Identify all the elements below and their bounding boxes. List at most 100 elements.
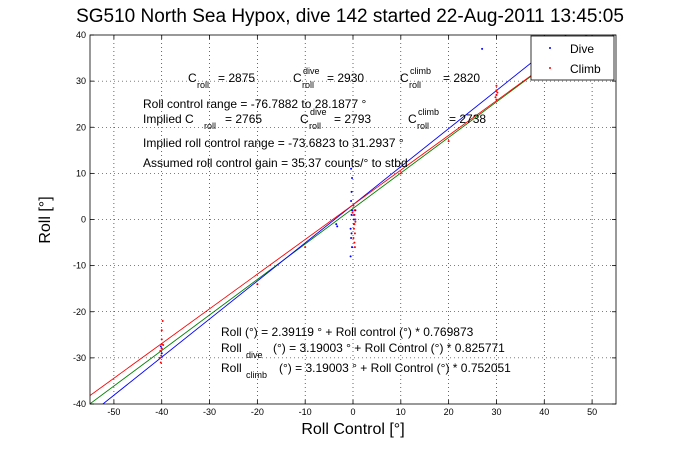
climb-point (495, 93, 498, 96)
climb-point (447, 140, 450, 143)
ann-eq-dive-a: Roll (221, 341, 242, 355)
dive-point (350, 167, 353, 170)
dive-point (481, 47, 484, 50)
dive-point (350, 200, 353, 203)
y-tick-label: -40 (73, 399, 86, 409)
ann-control-range: Roll control range = -76.7882 to 28.1877… (143, 97, 366, 111)
plot-area-frame (89, 34, 617, 405)
x-tick-label: 10 (396, 407, 406, 417)
y-tick-label: -20 (73, 307, 86, 317)
dive-point (352, 218, 355, 221)
dive-point (159, 345, 162, 348)
climb-point (352, 213, 355, 216)
ann-c-climb-sub: roll (409, 80, 421, 90)
climb-point (160, 354, 163, 357)
climb-point (304, 246, 307, 249)
dive-point (350, 190, 353, 193)
ann-c-climb-val: = 2820 (443, 71, 480, 85)
legend-dive-label: Dive (570, 42, 594, 56)
ann-c-dive-sup: dive (303, 66, 320, 76)
ann-impl-climb-sub: roll (417, 121, 429, 131)
x-tick-label: 30 (491, 407, 501, 417)
legend-box (530, 35, 615, 81)
legend-climb-label: Climb (570, 62, 601, 76)
climb-point (353, 241, 356, 244)
climb-point (159, 349, 162, 352)
y-tick-label: 20 (76, 122, 86, 132)
climb-point (161, 319, 164, 322)
x-tick-label: -30 (203, 407, 216, 417)
climb-point (256, 283, 259, 286)
climb-point (352, 227, 355, 230)
ann-c-dive: C (293, 71, 302, 85)
ann-c-roll-val: = 2875 (218, 71, 255, 85)
climb-point (353, 232, 356, 235)
ann-c-dive-val: = 2930 (327, 71, 364, 85)
fit-line-roll (90, 35, 588, 404)
climb-point (399, 172, 402, 175)
climb-point (158, 356, 161, 359)
climb-point (353, 223, 356, 226)
y-tick-label: 0 (81, 215, 86, 225)
climb-point (159, 361, 162, 364)
y-tick-label: 30 (76, 76, 86, 86)
ann-implied-c-sub: roll (204, 121, 216, 131)
climb-point (496, 91, 499, 94)
dive-point (335, 223, 338, 226)
ann-implied-c-val: = 2765 (225, 112, 262, 126)
climb-point (160, 338, 163, 341)
ann-impl-climb-sup: climb (418, 107, 439, 117)
climb-point (353, 246, 356, 249)
climb-point (351, 211, 354, 214)
climb-point (162, 343, 165, 346)
climb-point (160, 343, 163, 346)
climb-point (354, 220, 357, 223)
climb-point (160, 329, 163, 332)
climb-point (495, 84, 498, 87)
climb-point (353, 209, 356, 212)
x-tick-label: -40 (155, 407, 168, 417)
y-tick-label: 10 (76, 168, 86, 178)
ann-impl-climb-val: = 2738 (449, 112, 486, 126)
y-tick-label: -10 (73, 261, 86, 271)
climb-point (495, 98, 498, 101)
ann-c-roll-sub: roll (197, 80, 209, 90)
ann-c-roll: C (188, 71, 197, 85)
dive-point (350, 232, 353, 235)
ann-gain: Assumed roll control gain = 35.37 counts… (143, 156, 408, 170)
dive-point (350, 213, 353, 216)
ann-eq-roll: Roll (°) = 2.39119 ° + Roll control (°) … (221, 325, 474, 339)
climb-point (352, 236, 355, 239)
ann-eq-climb-b: (°) = 3.19003 ° + Roll Control (°) * 0.7… (279, 361, 511, 375)
dive-point (349, 255, 352, 258)
dive-point (350, 236, 353, 239)
x-tick-label: 40 (539, 407, 549, 417)
climb-point (495, 89, 498, 92)
x-tick-label: -50 (107, 407, 120, 417)
ann-eq-dive-b: (°) = 3.19003 ° + Roll Control (°) * 0.8… (273, 341, 505, 355)
dive-point (160, 352, 163, 355)
x-tick-label: -20 (251, 407, 264, 417)
ann-c-climb: C (400, 71, 409, 85)
ann-impl-dive: C (300, 112, 309, 126)
climb-point (160, 347, 163, 350)
x-tick-label: -10 (299, 407, 312, 417)
ann-eq-dive-sub: dive (246, 350, 263, 360)
legend: Dive Climb (530, 35, 615, 81)
x-axis-label: Roll Control [°] (301, 421, 404, 438)
y-tick-label: 40 (76, 30, 86, 40)
ann-impl-dive-sub: roll (309, 121, 321, 131)
climb-point (352, 204, 355, 207)
legend-dive-marker (549, 47, 551, 49)
ann-c-dive-sub: roll (302, 80, 314, 90)
ann-c-climb-sup: climb (410, 66, 431, 76)
x-tick-label: 20 (444, 407, 454, 417)
legend-climb-marker (549, 67, 551, 69)
dive-point (351, 176, 354, 179)
climb-point (494, 96, 497, 99)
ann-implied-c: Implied C (143, 112, 194, 126)
x-tick-label: 0 (350, 407, 355, 417)
x-tick-label: 50 (587, 407, 597, 417)
dive-point (349, 227, 352, 230)
